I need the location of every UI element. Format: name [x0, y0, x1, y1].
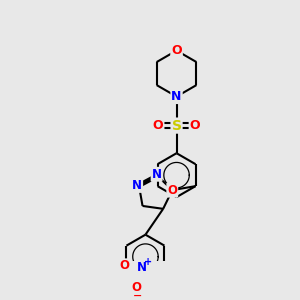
Text: N: N: [152, 168, 162, 181]
Text: S: S: [172, 118, 182, 133]
Text: +: +: [145, 257, 153, 267]
Text: O: O: [171, 44, 182, 57]
Text: N: N: [132, 179, 142, 192]
Text: N: N: [171, 90, 182, 103]
Text: O: O: [120, 259, 130, 272]
Text: −: −: [133, 291, 142, 300]
Text: O: O: [167, 184, 177, 196]
Text: O: O: [153, 119, 164, 132]
Text: O: O: [131, 281, 141, 294]
Text: O: O: [190, 119, 200, 132]
Text: N: N: [136, 261, 146, 274]
